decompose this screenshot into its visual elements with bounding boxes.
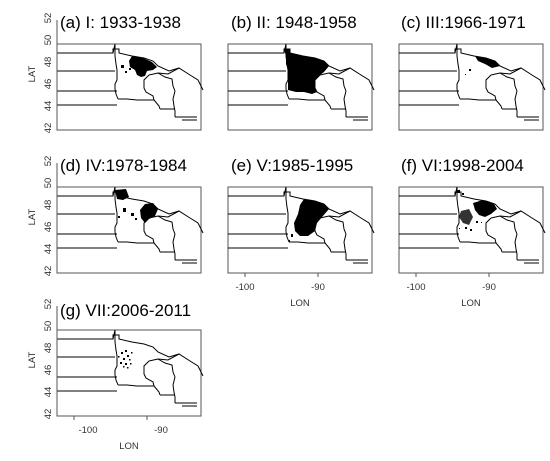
outbreak-area <box>121 56 157 77</box>
y-axis: 42 44 46 48 50 52 LAT <box>27 156 58 277</box>
y-axis-label: LAT <box>27 351 38 368</box>
map-panel <box>398 43 546 131</box>
y-tick-label: 50 <box>43 321 54 332</box>
y-axis-label: LAT <box>27 208 38 225</box>
y-tick-label: 50 <box>43 35 54 46</box>
x-tick-label: -90 <box>311 282 325 293</box>
panel-title: (b) II: 1948-1958 <box>231 13 357 32</box>
x-tick-label: -100 <box>235 282 254 293</box>
y-axis-label: LAT <box>27 65 38 82</box>
y-tick-label: 52 <box>43 156 54 167</box>
map-panel <box>227 43 375 131</box>
map-panel <box>56 329 204 420</box>
panel-title: (g) VII:2006-2011 <box>60 301 191 320</box>
map-panel <box>227 186 375 277</box>
x-axis <box>73 416 148 420</box>
y-tick-label: 46 <box>43 365 54 376</box>
y-tick-label: 48 <box>43 200 54 211</box>
y-tick-label: 42 <box>43 409 54 420</box>
y-tick-label: 42 <box>43 266 54 277</box>
y-tick-label: 46 <box>43 222 54 233</box>
outbreak-area <box>457 190 497 231</box>
outbreak-area <box>289 199 329 242</box>
x-tick-label: -100 <box>406 282 425 293</box>
y-tick-label: 48 <box>43 57 54 68</box>
y-tick-label: 44 <box>43 101 54 112</box>
y-tick-label: 52 <box>43 13 54 24</box>
y-tick-label: 48 <box>43 343 54 354</box>
map-panel <box>56 43 204 131</box>
map-panel <box>56 186 204 274</box>
y-tick-label: 42 <box>43 123 54 134</box>
x-axis-labels: -100 -90 LON <box>235 282 324 309</box>
panel-title: (f) VI:1998-2004 <box>401 156 524 175</box>
outbreak-area <box>115 189 158 223</box>
y-axis: 42 44 46 48 50 52 LAT <box>27 299 58 420</box>
x-axis-label: LON <box>119 441 139 452</box>
x-axis-labels: -100 -90 LON <box>406 282 495 309</box>
x-tick-label: -90 <box>154 425 168 436</box>
y-tick-label: 44 <box>43 387 54 398</box>
panel-title: (c) III:1966-1971 <box>401 13 526 32</box>
x-axis <box>415 273 490 277</box>
panel-title: (e) V:1985-1995 <box>231 156 353 175</box>
x-axis-labels: -100 -90 LON <box>78 425 167 452</box>
y-tick-label: 50 <box>43 178 54 189</box>
panel-title: (d) IV:1978-1984 <box>60 156 187 175</box>
panel-title: (a) I: 1933-1938 <box>60 13 181 32</box>
outbreak-area <box>284 49 329 94</box>
y-axis: 42 44 46 48 50 52 LAT <box>27 13 58 134</box>
x-tick-label: -100 <box>78 425 97 436</box>
y-tick-label: 44 <box>43 244 54 255</box>
x-tick-label: -90 <box>482 282 496 293</box>
outbreak-area <box>118 350 133 369</box>
outbreak-area <box>465 56 500 75</box>
map-panel <box>398 186 546 277</box>
x-axis <box>244 273 319 277</box>
y-tick-label: 52 <box>43 299 54 310</box>
x-axis-label: LON <box>290 298 310 309</box>
y-tick-label: 46 <box>43 79 54 90</box>
x-axis-label: LON <box>461 298 481 309</box>
